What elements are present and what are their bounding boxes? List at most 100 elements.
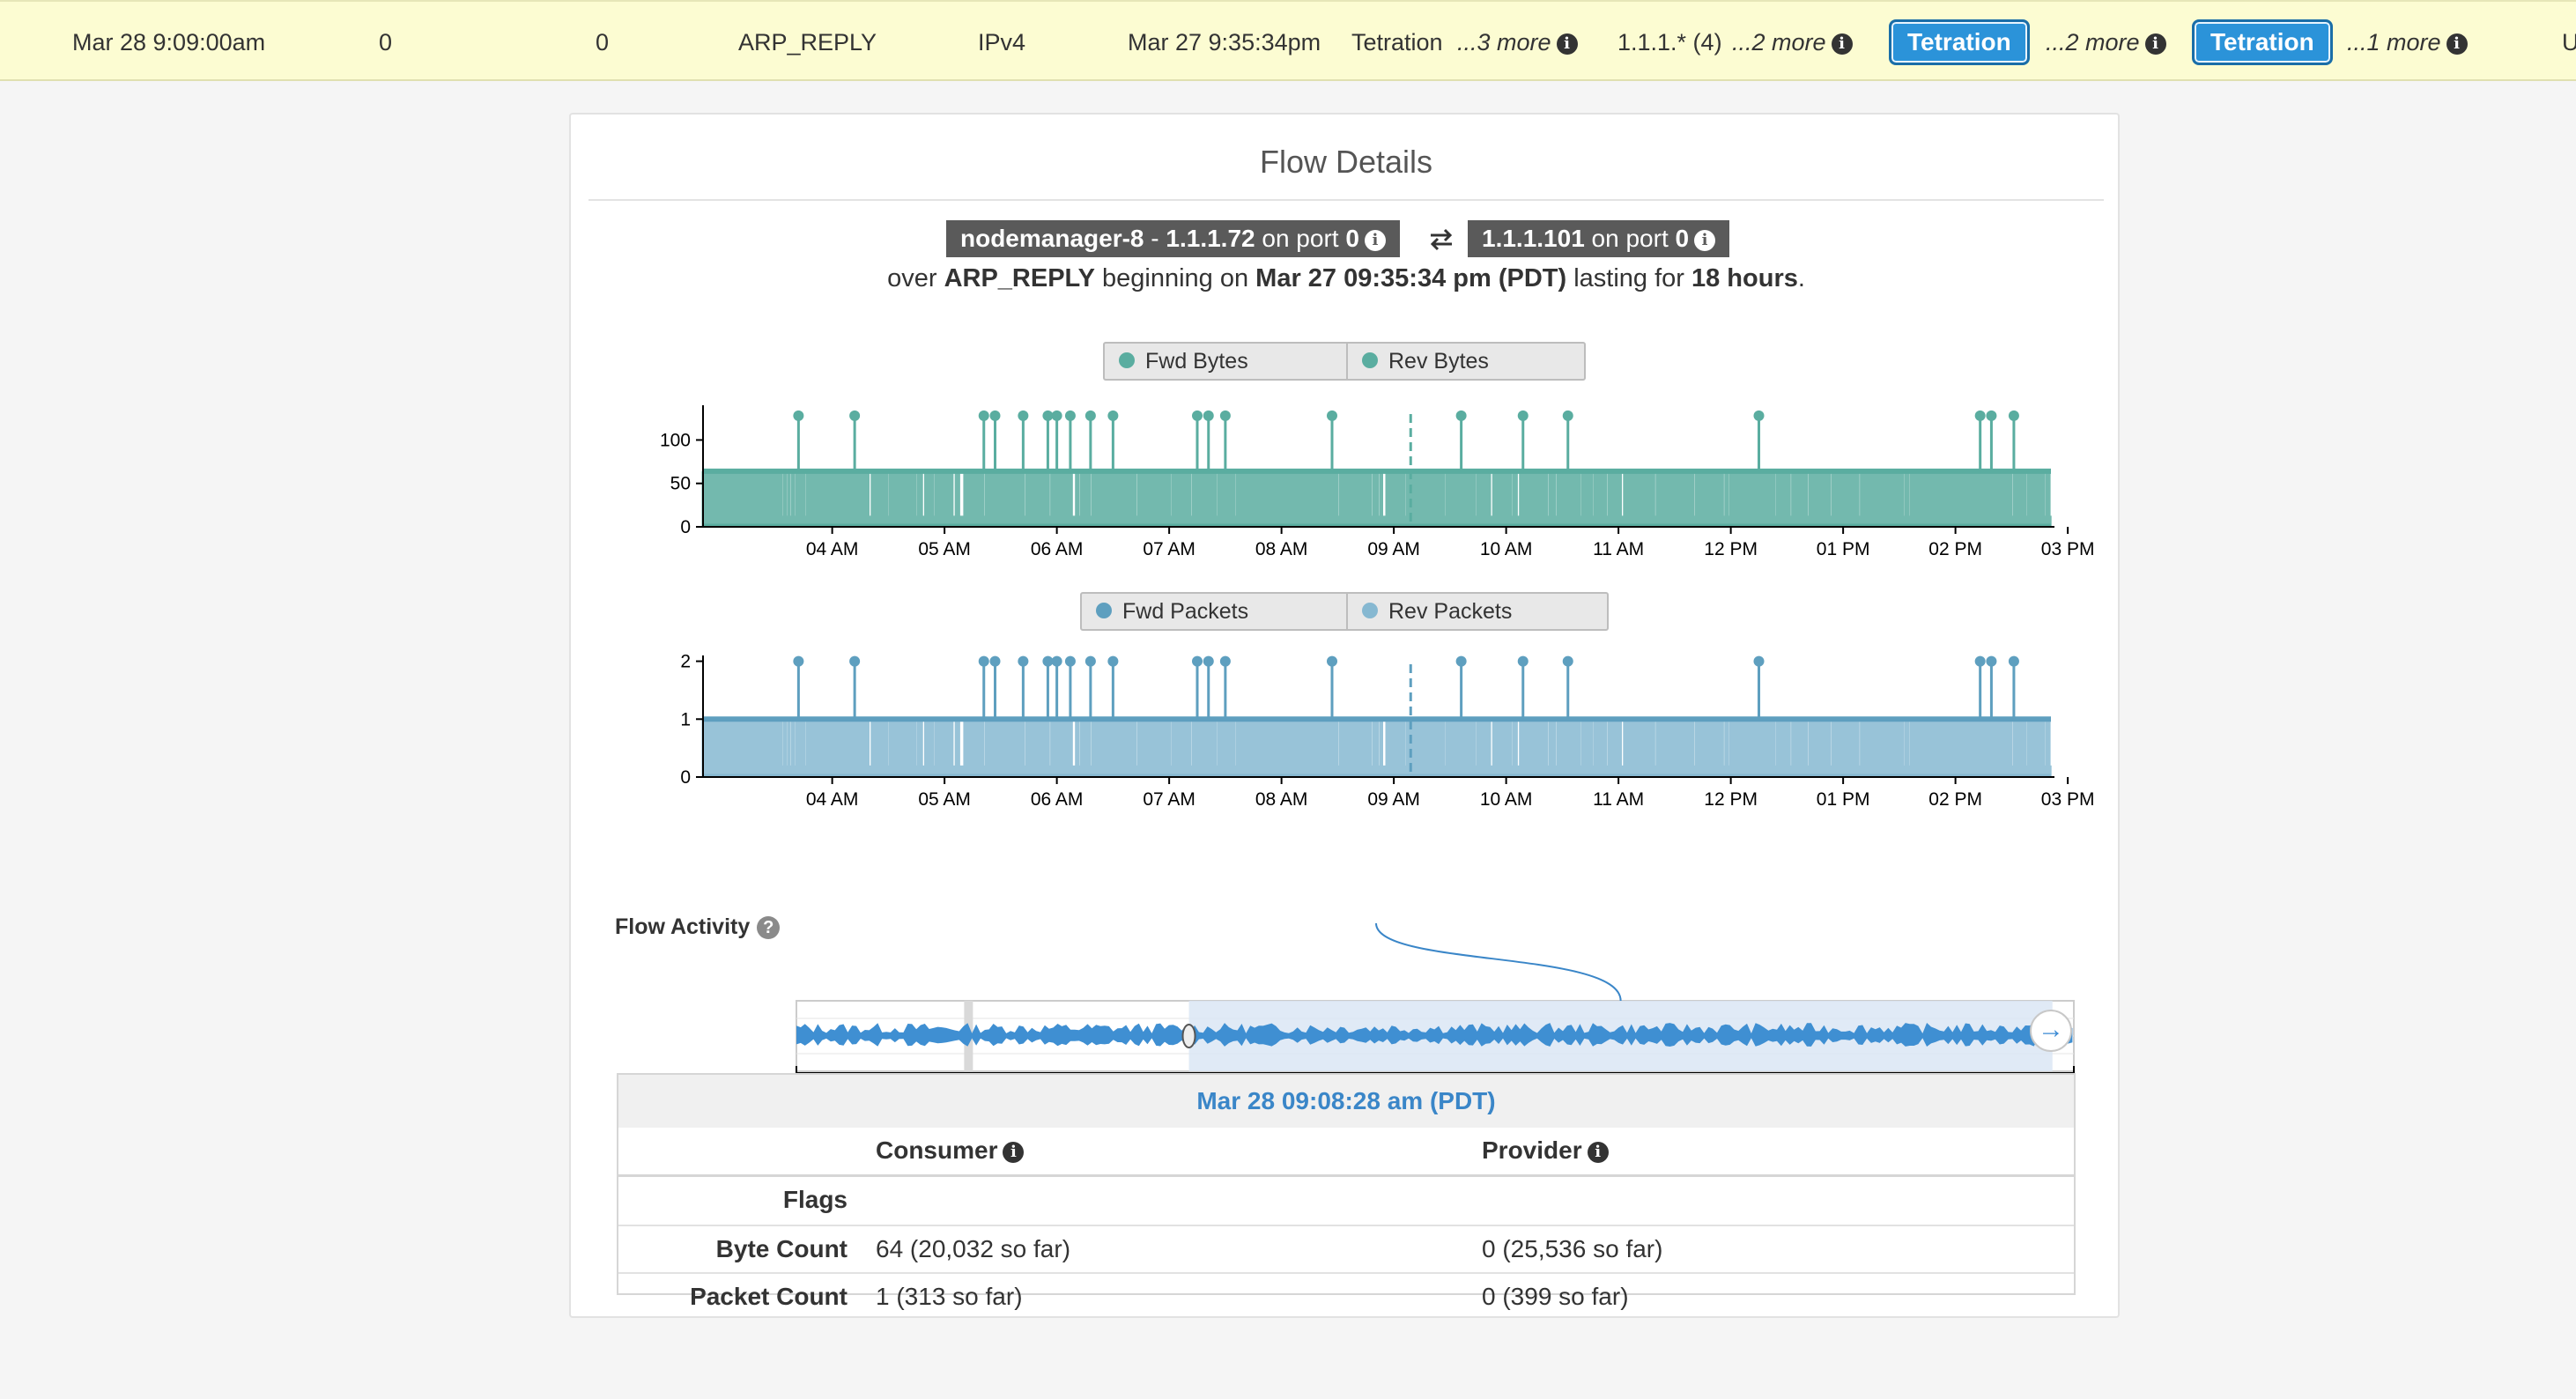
peak-point xyxy=(1219,655,1231,667)
peak-point xyxy=(1107,410,1119,421)
row-col-a: 0 xyxy=(379,29,393,56)
peak-point xyxy=(1203,410,1214,421)
peak-point xyxy=(1018,655,1029,667)
flow-activity-text: Flow Activity xyxy=(615,914,751,939)
peak-point xyxy=(989,410,1001,421)
row-start-time: Mar 27 9:35:34pm xyxy=(1128,29,1321,56)
more-link[interactable]: ...2 more xyxy=(1732,29,1826,56)
x-tick-label: 10 AM xyxy=(1480,539,1533,559)
row-scope-more[interactable]: ...3 more i xyxy=(1457,2,1578,83)
x-tick-label: 02 PM xyxy=(1928,789,1982,810)
peak-point xyxy=(1219,410,1231,421)
connector-top xyxy=(1375,922,1622,1002)
swap-arrows-icon xyxy=(1430,228,1453,251)
peak-point xyxy=(2008,655,2019,667)
more-link[interactable]: ...1 more xyxy=(2347,29,2441,56)
x-tick-label: 01 PM xyxy=(1817,789,1870,810)
x-tick-label: 08 AM xyxy=(1255,539,1308,559)
peak-point xyxy=(1042,410,1054,421)
peak-point xyxy=(1753,410,1765,421)
peak-point xyxy=(793,655,804,667)
series-line xyxy=(701,719,2052,777)
row-label: Flags xyxy=(782,1186,848,1213)
panel-title: Flow Details xyxy=(588,115,2104,201)
row-tag1-more[interactable]: ...2 more i xyxy=(2046,2,2166,83)
legend-fwd-bytes[interactable]: Fwd Bytes xyxy=(1119,344,1248,379)
x-tick-label: 05 AM xyxy=(918,789,971,810)
tag-badge[interactable]: Tetration xyxy=(2192,19,2333,65)
more-link[interactable]: ...2 more xyxy=(2046,29,2140,56)
question-icon[interactable]: ? xyxy=(757,916,781,940)
legend-label: Fwd Packets xyxy=(1122,599,1249,624)
consumer-header-text: Consumer xyxy=(876,1136,998,1164)
info-icon[interactable]: i xyxy=(2446,33,2468,55)
flow-details-panel: Flow Details nodemanager-8 - 1.1.1.72 on… xyxy=(569,113,2120,1318)
peak-point xyxy=(1986,410,1997,421)
packets-legend: Fwd Packets Rev Packets xyxy=(1080,592,1609,631)
consumer-on-port: on port xyxy=(1255,225,1346,252)
peak-point xyxy=(1051,655,1062,667)
row-timestamp: Mar 28 9:09:00am xyxy=(72,29,266,56)
legend-rev-bytes[interactable]: Rev Bytes xyxy=(1362,344,1489,379)
detail-header-row: Consumer i Provider i xyxy=(618,1128,2074,1177)
peak-point xyxy=(1562,655,1573,667)
summary-beginning: beginning on xyxy=(1094,264,1256,292)
x-tick-label: 09 AM xyxy=(1367,539,1420,559)
consumer-ip: 1.1.1.72 xyxy=(1166,225,1255,252)
legend-divider xyxy=(1346,344,1348,379)
x-tick-label: 08 AM xyxy=(1255,789,1308,810)
consumer-port: 0 xyxy=(1345,225,1359,252)
x-tick-label: 02 PM xyxy=(1928,539,1982,559)
peak-point xyxy=(1974,410,1986,421)
consumer-header: Consumer i xyxy=(876,1128,1025,1173)
legend-label: Rev Bytes xyxy=(1388,349,1489,374)
table-row: Flags xyxy=(618,1177,2074,1225)
legend-rev-packets[interactable]: Rev Packets xyxy=(1362,594,1512,629)
info-icon[interactable]: i xyxy=(1364,229,1386,251)
info-icon[interactable]: i xyxy=(1694,229,1716,251)
info-icon[interactable]: i xyxy=(1003,1141,1025,1163)
info-icon[interactable]: i xyxy=(1556,33,1578,55)
more-link[interactable]: ...3 more xyxy=(1457,29,1551,56)
summary-start: Mar 27 09:35:34 pm (PDT) xyxy=(1255,264,1567,292)
peak-point xyxy=(1107,655,1119,667)
table-row: Byte Count 64 (20,032 so far) 0 (25,536 … xyxy=(618,1225,2074,1272)
provider-value: 0 (25,536 so far) xyxy=(1482,1235,1663,1262)
row-address-more[interactable]: ...2 more i xyxy=(1732,2,1853,83)
peak-point xyxy=(1084,655,1096,667)
x-tick-label: 04 AM xyxy=(806,789,859,810)
info-icon[interactable]: i xyxy=(1587,1141,1609,1163)
arrow-right-icon[interactable]: → xyxy=(2030,1010,2072,1052)
row-label: Byte Count xyxy=(715,1235,848,1262)
peak-point xyxy=(1192,410,1203,421)
legend-label: Rev Packets xyxy=(1388,599,1513,624)
peak-point xyxy=(1018,410,1029,421)
x-tick-label: 05 AM xyxy=(918,539,971,559)
legend-dot xyxy=(1119,352,1135,369)
row-tag2-more[interactable]: ...1 more i xyxy=(2347,2,2468,83)
legend-divider xyxy=(1346,594,1348,629)
y-tick-label: 50 xyxy=(670,474,691,494)
flow-table-row[interactable]: Mar 28 9:09:00am 0 0 ARP_REPLY IPv4 Mar … xyxy=(0,0,2576,81)
x-tick-label: 01 PM xyxy=(1817,539,1870,559)
peak-point xyxy=(1084,410,1096,421)
summary-protocol: ARP_REPLY xyxy=(944,264,1095,292)
tag-badge[interactable]: Tetration xyxy=(1889,19,2030,65)
series-line xyxy=(701,470,2052,527)
peak-point xyxy=(1064,655,1076,667)
bytes-chart[interactable]: 0 50 100 04 AM 05 AM 06 AM 07 AM 08 AM 09 AM 10 A… xyxy=(571,388,2121,678)
info-icon[interactable]: i xyxy=(1831,33,1853,55)
peak-point xyxy=(1753,655,1765,667)
row-ip-version: IPv4 xyxy=(978,29,1026,56)
packets-chart[interactable]: 0 1 2 04 AM 05 AM 06 AM 07 AM 08 AM 09 AM 10 AM 11… xyxy=(571,638,2121,929)
brush-handle xyxy=(1181,1024,1196,1048)
legend-fwd-packets[interactable]: Fwd Packets xyxy=(1096,594,1248,629)
x-tick-label: 03 PM xyxy=(2041,539,2095,559)
info-icon[interactable]: i xyxy=(2144,33,2166,55)
provider-header: Provider i xyxy=(1482,1128,1609,1173)
peak-point xyxy=(1455,655,1467,667)
x-tick-label: 03 PM xyxy=(2041,789,2095,810)
